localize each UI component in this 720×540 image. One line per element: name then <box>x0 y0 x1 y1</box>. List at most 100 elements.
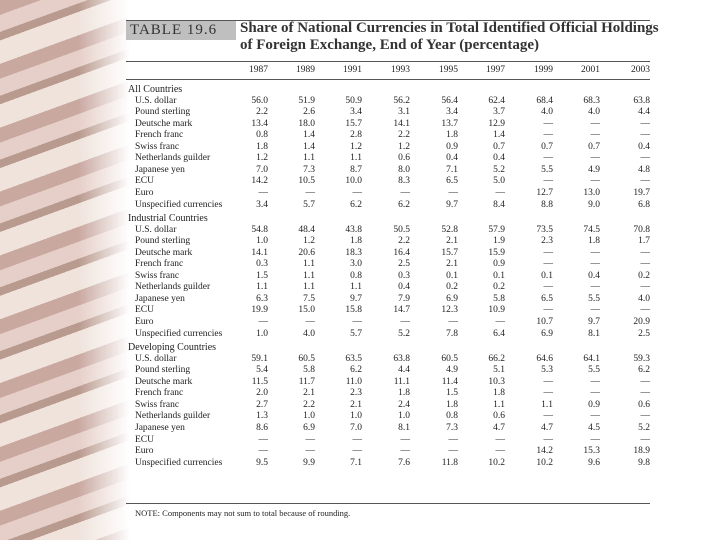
cell-value: — <box>448 317 459 327</box>
cell-value: 5.2 <box>493 164 505 175</box>
column-header: 1993 <box>391 65 410 75</box>
cell-value: — <box>640 305 651 316</box>
cell-value: 68.3 <box>583 95 600 106</box>
cell-value: 15.9 <box>488 247 505 258</box>
cell-value: 6.5 <box>541 293 553 304</box>
section-title: Developing Countries <box>128 342 217 354</box>
cell-value: 1.0 <box>256 328 268 339</box>
cell-value: 6.2 <box>350 199 362 210</box>
row-label: Unspecified currencies <box>135 328 223 339</box>
cell-value: 4.0 <box>303 328 315 339</box>
table-label: TABLE 19.6 <box>126 21 236 40</box>
cell-value: 11.7 <box>298 376 315 387</box>
row-label: Euro <box>135 187 154 198</box>
cell-value: 2.5 <box>398 259 410 270</box>
cell-value: 9.7 <box>350 293 362 304</box>
cell-value: — <box>400 434 411 445</box>
cell-value: 50.5 <box>393 224 410 235</box>
cell-value: 0.2 <box>493 282 505 293</box>
cell-value: 1.8 <box>446 130 458 141</box>
cell-value: 9.0 <box>588 199 600 210</box>
cell-value: 0.2 <box>638 270 650 281</box>
row-label: French franc <box>135 130 184 141</box>
cell-value: 4.0 <box>588 107 600 118</box>
cell-value: — <box>590 118 601 129</box>
cell-value: 12.7 <box>536 187 553 198</box>
cell-value: 52.8 <box>441 224 458 235</box>
column-header: 1991 <box>343 65 362 75</box>
cell-value: 9.5 <box>256 457 268 468</box>
row-label: Netherlands guilder <box>135 153 211 164</box>
cell-value: — <box>448 434 459 445</box>
cell-value: 56.0 <box>251 95 268 106</box>
section-title: Industrial Countries <box>128 213 208 225</box>
cell-value: 6.8 <box>638 199 650 210</box>
cell-value: 11.4 <box>441 376 458 387</box>
title-line: of Foreign Exchange, End of Year (percen… <box>240 37 539 53</box>
column-header: 1999 <box>534 65 553 75</box>
column-header: 1997 <box>486 65 505 75</box>
cell-value: 14.7 <box>393 305 410 316</box>
cell-value: — <box>495 446 506 457</box>
cell-value: 7.1 <box>350 457 362 468</box>
cell-value: — <box>305 446 316 457</box>
cell-value: 13.0 <box>583 187 600 198</box>
row-label: Japanese yen <box>135 293 185 304</box>
cell-value: — <box>305 434 316 445</box>
cell-value: 5.4 <box>256 365 268 376</box>
cell-value: — <box>640 388 651 399</box>
cell-value: 12.9 <box>488 118 505 129</box>
cell-value: 13.4 <box>251 118 268 129</box>
row-label: Japanese yen <box>135 164 185 175</box>
cell-value: 1.2 <box>303 236 315 247</box>
cell-value: — <box>352 317 363 327</box>
cell-value: 11.5 <box>251 376 268 387</box>
row-label: U.S. dollar <box>135 95 177 106</box>
cell-value: 6.9 <box>303 422 315 433</box>
column-header: 1987 <box>249 65 268 75</box>
cell-value: 5.2 <box>638 422 650 433</box>
cell-value: 4.9 <box>446 365 458 376</box>
cell-value: — <box>590 153 601 164</box>
cell-value: 1.1 <box>541 399 553 410</box>
cell-value: 10.7 <box>536 317 553 327</box>
cell-value: 8.7 <box>350 164 362 175</box>
cell-value: 1.2 <box>398 141 410 152</box>
header-rule <box>126 79 650 80</box>
cell-value: — <box>543 259 554 270</box>
cell-value: 7.6 <box>398 457 410 468</box>
cell-value: — <box>640 411 651 422</box>
cell-value: 2.6 <box>303 107 315 118</box>
cell-value: 5.5 <box>541 164 553 175</box>
cell-value: 14.1 <box>393 118 410 129</box>
cell-value: 6.2 <box>638 365 650 376</box>
cell-value: — <box>543 130 554 141</box>
cell-value: 14.2 <box>251 176 268 187</box>
row-label: Netherlands guilder <box>135 282 211 293</box>
cell-value: 9.9 <box>303 457 315 468</box>
footnote: NOTE: Components may not sum to total be… <box>135 508 351 518</box>
cell-value: 8.1 <box>398 422 410 433</box>
row-label: Netherlands guilder <box>135 411 211 422</box>
cell-value: 2.1 <box>446 259 458 270</box>
cell-value: 14.2 <box>536 446 553 457</box>
cell-value: 2.1 <box>350 399 362 410</box>
cell-value: — <box>590 130 601 141</box>
cell-value: 1.1 <box>303 270 315 281</box>
column-header: 2001 <box>581 65 600 75</box>
column-header: 2003 <box>631 65 650 75</box>
cell-value: 0.6 <box>493 411 505 422</box>
cell-value: 64.1 <box>583 353 600 364</box>
cell-value: — <box>448 446 459 457</box>
cell-value: 1.1 <box>256 282 268 293</box>
cell-value: 0.4 <box>638 141 650 152</box>
cell-value: 1.8 <box>588 236 600 247</box>
row-label: Deutsche mark <box>135 118 193 129</box>
cell-value: 20.9 <box>633 317 650 327</box>
cell-value: — <box>543 153 554 164</box>
cell-value: 5.3 <box>541 365 553 376</box>
cell-value: 0.6 <box>638 399 650 410</box>
cell-value: — <box>590 247 601 258</box>
cell-value: 19.9 <box>251 305 268 316</box>
cell-value: 7.9 <box>398 293 410 304</box>
